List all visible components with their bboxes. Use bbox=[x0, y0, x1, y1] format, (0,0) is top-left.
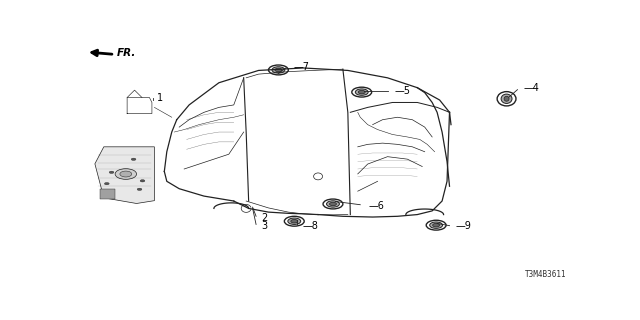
Circle shape bbox=[358, 90, 365, 94]
Circle shape bbox=[426, 220, 446, 230]
Text: —8: —8 bbox=[302, 221, 318, 231]
Text: —5: —5 bbox=[395, 86, 411, 96]
Circle shape bbox=[288, 218, 301, 224]
Circle shape bbox=[291, 220, 298, 223]
Circle shape bbox=[120, 171, 132, 177]
Circle shape bbox=[140, 180, 145, 182]
Text: —4: —4 bbox=[524, 83, 540, 93]
Text: —9: —9 bbox=[456, 221, 472, 231]
Circle shape bbox=[104, 182, 109, 185]
Circle shape bbox=[433, 223, 440, 227]
Text: T3M4B3611: T3M4B3611 bbox=[524, 270, 566, 279]
Circle shape bbox=[137, 188, 142, 190]
Circle shape bbox=[109, 171, 114, 173]
Circle shape bbox=[275, 68, 282, 72]
Circle shape bbox=[326, 201, 339, 207]
Text: —7: —7 bbox=[293, 62, 309, 72]
Circle shape bbox=[352, 87, 372, 97]
Ellipse shape bbox=[501, 94, 512, 103]
Ellipse shape bbox=[497, 92, 516, 106]
Text: 3: 3 bbox=[261, 221, 267, 231]
Circle shape bbox=[272, 67, 285, 73]
Text: FR.: FR. bbox=[117, 48, 136, 58]
Circle shape bbox=[429, 222, 443, 228]
Circle shape bbox=[115, 169, 136, 179]
Circle shape bbox=[355, 89, 368, 95]
Circle shape bbox=[323, 199, 343, 209]
Polygon shape bbox=[95, 147, 154, 204]
Text: 1: 1 bbox=[157, 93, 163, 103]
Text: —6: —6 bbox=[369, 201, 385, 211]
Text: 2: 2 bbox=[261, 213, 268, 223]
Ellipse shape bbox=[504, 96, 509, 101]
FancyBboxPatch shape bbox=[100, 189, 115, 199]
Circle shape bbox=[330, 202, 337, 206]
Circle shape bbox=[284, 216, 304, 226]
Circle shape bbox=[131, 158, 136, 160]
Circle shape bbox=[269, 65, 288, 75]
